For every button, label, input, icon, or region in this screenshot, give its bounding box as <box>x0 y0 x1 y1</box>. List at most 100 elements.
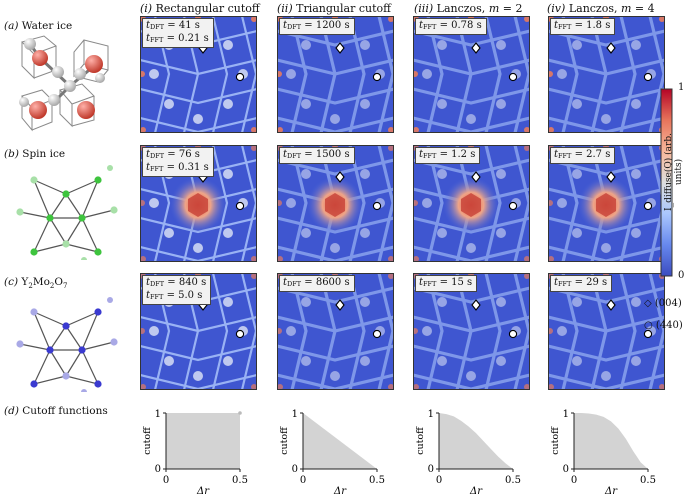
column-m-value: = 2 <box>499 2 523 15</box>
time-symbol: t <box>554 277 559 288</box>
x-tick-label: 0 <box>436 475 442 486</box>
time-subscript: FFT <box>423 152 437 160</box>
column-m-value: = 4 <box>631 2 655 15</box>
marker-440-circle <box>643 72 653 82</box>
time-symbol: t <box>419 149 424 160</box>
y-tick-label: 1 <box>292 409 298 420</box>
marker-440-circle <box>643 201 653 211</box>
time-value: = 0.31 s <box>163 162 209 173</box>
time-value: = 840 s <box>164 277 207 288</box>
time-subscript: FFT <box>423 280 437 288</box>
column-header-2: (ii) Triangular cutoff <box>277 2 391 15</box>
marker-004-diamond <box>471 171 481 183</box>
x-tick-label: 0.5 <box>640 475 656 486</box>
time-subscript: DFT <box>287 23 302 31</box>
time-value: = 2.7 s <box>571 149 611 160</box>
cutoff-area <box>166 413 240 469</box>
diffuse-map-panel: tDFT = 41 s tFFT = 0.21 s <box>140 16 257 133</box>
fft-time-label: tFFT = 15 s <box>419 277 472 290</box>
time-symbol: t <box>283 20 288 31</box>
column-title: Triangular cutoff <box>296 2 391 15</box>
colorbar-min-label: 0 <box>678 270 685 281</box>
column-header-3: (iii) Lanczos, m = 2 <box>414 2 522 15</box>
marker-004-diamond <box>606 171 616 183</box>
fft-time-label: tFFT = 1.2 s <box>419 149 475 162</box>
plot-ticks <box>163 412 241 472</box>
time-subscript: DFT <box>287 280 302 288</box>
cutoff-plot-1: 1 00 0.5 Δr cutoff <box>142 409 248 495</box>
time-value: = 1500 s <box>301 149 350 160</box>
time-value: = 0.78 s <box>436 20 482 31</box>
row-label-spin-ice: (b) Spin ice <box>4 148 65 160</box>
x-axis-label: Δr <box>196 486 210 495</box>
time-value: = 15 s <box>436 277 473 288</box>
time-symbol: t <box>554 149 559 160</box>
column-numeral: (iii) <box>414 2 434 15</box>
x-tick-label: 0.5 <box>369 475 385 486</box>
time-subscript: FFT <box>558 23 572 31</box>
diffuse-map-panel: tFFT = 1.8 s <box>548 16 665 133</box>
timing-box: tFFT = 0.78 s <box>415 18 487 35</box>
time-subscript: DFT <box>150 280 165 288</box>
colorbar-axis-label: I_diffuse(Q) (arb. units) <box>664 133 684 211</box>
timing-box: tDFT = 8600 s <box>279 275 355 292</box>
time-subscript: DFT <box>287 152 302 160</box>
timing-box: tDFT = 76 s tFFT = 0.31 s <box>142 147 214 177</box>
diffuse-map-panel: tDFT = 76 s tFFT = 0.31 s <box>140 145 257 262</box>
timing-box: tFFT = 29 s <box>550 275 613 292</box>
y-tick-label: 1 <box>428 409 434 420</box>
legend-label: (440) <box>655 320 683 331</box>
marker-440-circle <box>372 329 382 339</box>
dft-time-label: tDFT = 41 s <box>146 20 209 33</box>
formula-part: Y <box>21 276 29 288</box>
x-tick-label: 0.5 <box>505 475 521 486</box>
marker-440-circle <box>372 72 382 82</box>
y-axis-label: cutoff <box>142 426 153 455</box>
diffuse-map-panel: tFFT = 0.78 s <box>413 16 530 133</box>
water-ice-structure-image <box>19 35 109 132</box>
fft-time-label: tFFT = 29 s <box>554 277 607 290</box>
y-tick-label: 0 <box>428 464 434 475</box>
timing-box: tFFT = 15 s <box>415 275 478 292</box>
timing-box: tFFT = 1.2 s <box>415 147 481 164</box>
column-header-1: (i) Rectangular cutoff <box>140 2 260 15</box>
time-value: = 5.0 s <box>163 290 203 301</box>
time-symbol: t <box>419 20 424 31</box>
column-title: Lanczos, <box>568 2 621 15</box>
fft-time-label: tFFT = 0.21 s <box>146 33 209 46</box>
column-numeral: (iv) <box>547 2 566 15</box>
diffuse-map-panel: tFFT = 15 s <box>413 273 530 390</box>
column-numeral: (ii) <box>277 2 293 15</box>
time-symbol: t <box>283 277 288 288</box>
fft-time-label: tFFT = 2.7 s <box>554 149 610 162</box>
spin-ice-structure-image <box>16 165 118 260</box>
time-value: = 76 s <box>164 149 200 160</box>
circle-icon: ○ <box>644 320 653 331</box>
dft-time-label: tDFT = 1500 s <box>283 149 350 162</box>
time-subscript: DFT <box>150 152 165 160</box>
x-axis-label: Δr <box>333 486 347 495</box>
diffuse-map-panel: tDFT = 1500 s <box>277 145 394 262</box>
time-subscript: FFT <box>150 165 164 173</box>
cutoff-area <box>303 413 377 469</box>
row-name: Water ice <box>21 20 73 32</box>
time-subscript: DFT <box>150 23 165 31</box>
marker-004-diamond <box>606 42 616 54</box>
time-value: = 8600 s <box>301 277 350 288</box>
marker-004-diamond <box>606 299 616 311</box>
timing-box: tDFT = 1500 s <box>279 147 355 164</box>
x-axis-label: Δr <box>469 486 483 495</box>
time-symbol: t <box>146 290 151 301</box>
legend-item-004: ◇ (004) <box>644 298 682 309</box>
cutoff-area <box>574 413 648 469</box>
y-tick-label: 0 <box>292 464 298 475</box>
formula-sub: 2 <box>28 282 33 291</box>
row-label-cutoff-functions: (d) Cutoff functions <box>4 405 108 417</box>
fft-time-label: tFFT = 0.31 s <box>146 162 209 175</box>
formula-sub: 7 <box>62 282 68 291</box>
diffuse-map-panel: tFFT = 2.7 s <box>548 145 665 262</box>
diffuse-map-panel: tDFT = 1200 s <box>277 16 394 133</box>
time-subscript: FFT <box>558 280 572 288</box>
time-value: = 1.8 s <box>571 20 611 31</box>
row-letter: (b) <box>4 148 19 160</box>
